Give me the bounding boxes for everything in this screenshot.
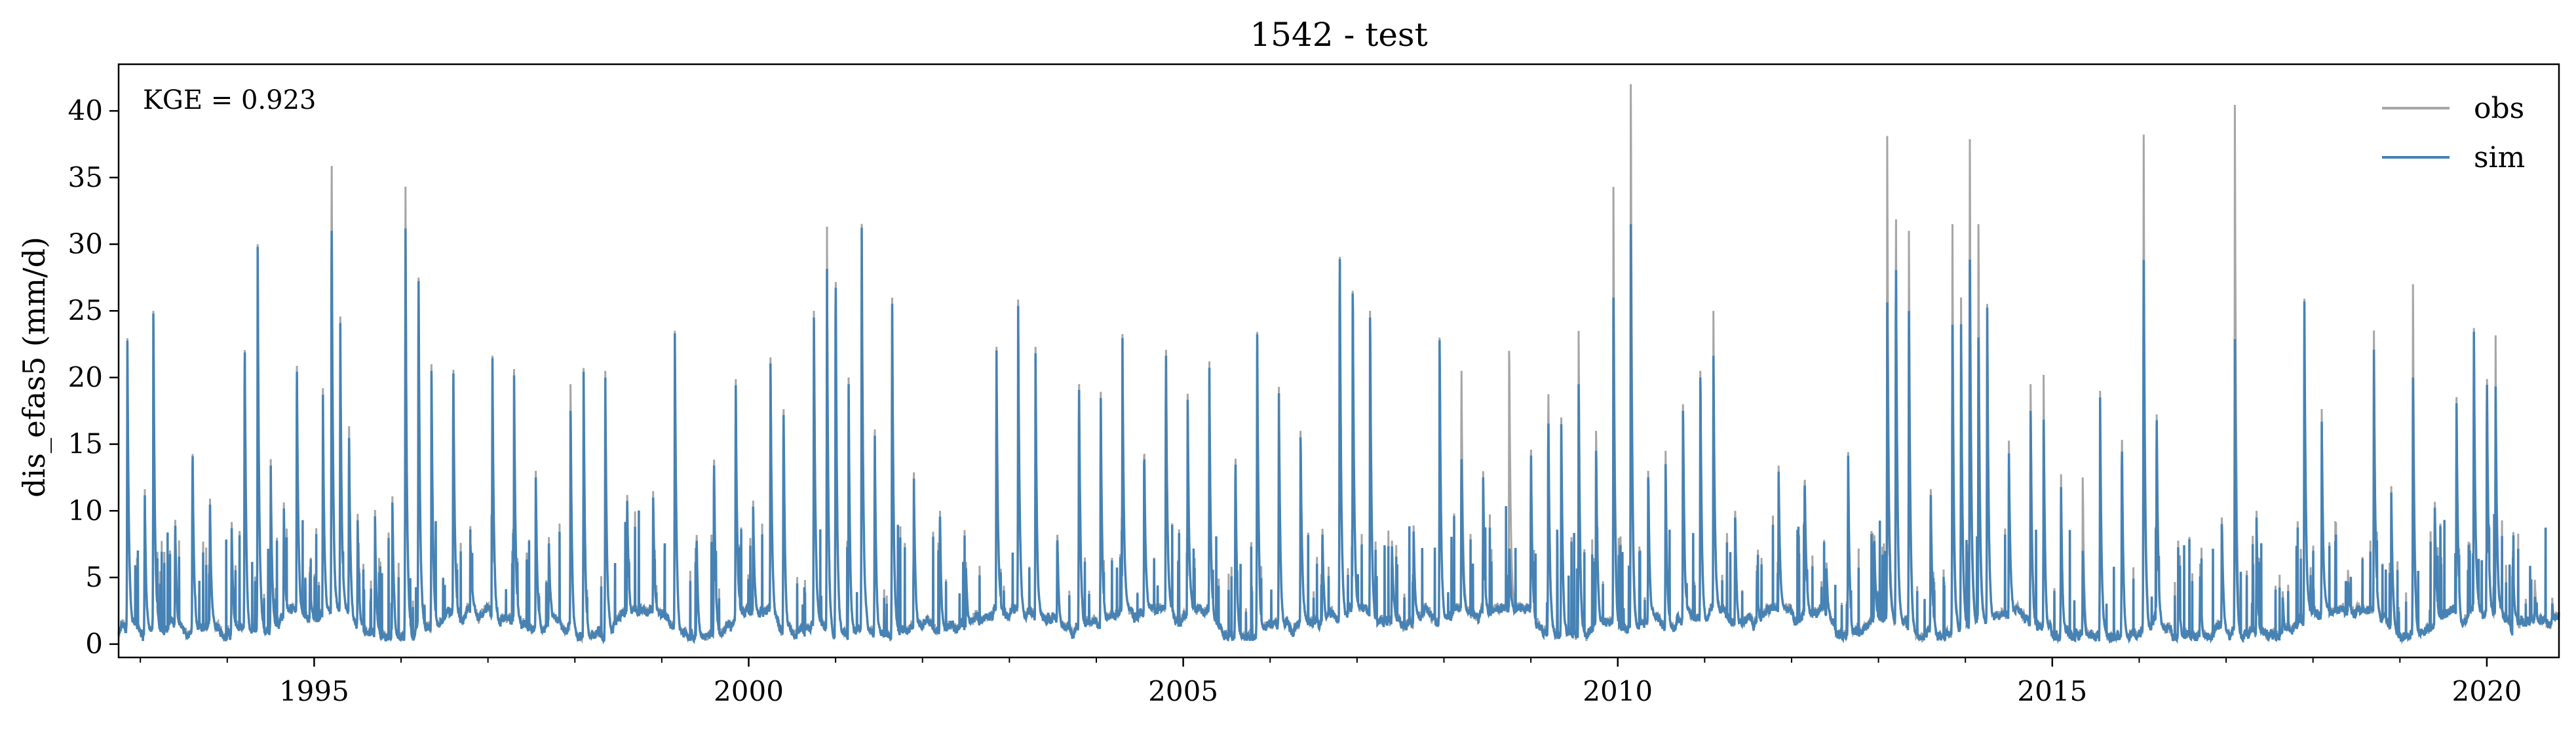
legend: obs sim — [2382, 92, 2525, 174]
legend-sim-label: sim — [2474, 141, 2525, 174]
x-tick-label-1995: 1995 — [279, 675, 349, 707]
series-sim-line — [117, 224, 2560, 645]
series-sim-group — [117, 224, 2560, 645]
x-tick-label-2010: 2010 — [1583, 675, 1653, 707]
legend-obs-label: obs — [2474, 92, 2524, 125]
y-tick-label-25: 25 — [68, 294, 103, 326]
y-tick-label-40: 40 — [68, 94, 103, 127]
y-tick-label-5: 5 — [85, 561, 103, 593]
y-axis-ticks: 0 5 10 15 20 25 30 35 40 — [68, 94, 119, 660]
y-tick-label-10: 10 — [68, 494, 103, 526]
y-axis-label: dis_efas5 (mm/d) — [16, 237, 52, 498]
y-tick-label-35: 35 — [68, 161, 103, 193]
x-axis-ticks: 1995 2000 2005 2010 2015 2020 — [140, 657, 2522, 707]
x-tick-label-2015: 2015 — [2017, 675, 2087, 707]
y-tick-label-20: 20 — [68, 361, 103, 393]
kge-annotation: KGE = 0.923 — [143, 85, 317, 115]
plot-frame — [117, 63, 2560, 659]
y-tick-label-0: 0 — [85, 628, 103, 660]
x-tick-label-2000: 2000 — [714, 675, 784, 707]
y-tick-label-30: 30 — [68, 228, 103, 260]
x-tick-label-2020: 2020 — [2451, 675, 2522, 707]
chart-title: 1542 - test — [1250, 16, 1427, 54]
y-tick-label-15: 15 — [68, 428, 103, 460]
x-tick-label-2005: 2005 — [1148, 675, 1218, 707]
